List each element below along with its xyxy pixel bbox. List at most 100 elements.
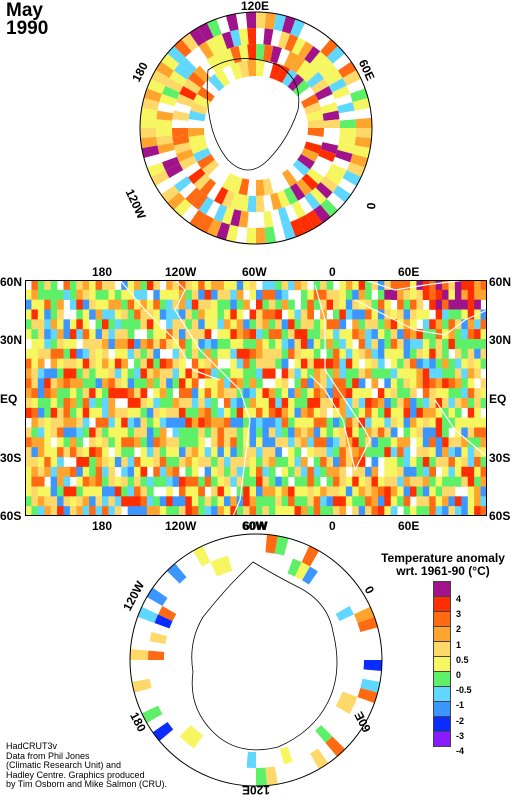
grid-cell bbox=[44, 319, 51, 330]
grid-cell bbox=[198, 447, 205, 458]
grid-cell bbox=[159, 476, 167, 487]
grid-cell bbox=[121, 476, 128, 487]
grid-cell bbox=[185, 348, 193, 359]
grid-cell bbox=[50, 319, 58, 330]
polar-cell bbox=[349, 153, 369, 168]
grid-cell bbox=[191, 457, 199, 468]
grid-cell bbox=[365, 280, 372, 291]
grid-cell bbox=[454, 398, 462, 409]
grid-cell bbox=[249, 476, 257, 487]
credit-line-5: by Tim Osborn and Mike Salmon (CRU). bbox=[6, 779, 168, 790]
grid-cell bbox=[166, 447, 173, 458]
grid-cell bbox=[63, 476, 71, 487]
polar-cell bbox=[298, 214, 314, 234]
grid-cell bbox=[300, 299, 308, 310]
grid-cell bbox=[371, 427, 379, 438]
grid-cell bbox=[397, 309, 404, 320]
polar-cell bbox=[130, 649, 149, 660]
polar-cell bbox=[179, 86, 198, 101]
grid-cell bbox=[153, 506, 161, 516]
grid-cell bbox=[307, 388, 315, 399]
grid-cell bbox=[121, 329, 128, 340]
grid-cell bbox=[377, 329, 385, 340]
grid-cell bbox=[403, 457, 411, 468]
grid-cell bbox=[262, 457, 270, 468]
polar-cell bbox=[264, 226, 277, 244]
grid-cell bbox=[384, 348, 392, 359]
grid-cell bbox=[358, 476, 366, 487]
grid-cell bbox=[69, 299, 77, 310]
south-polar-map bbox=[129, 533, 383, 787]
grid-cell bbox=[307, 506, 315, 516]
grid-cell bbox=[89, 289, 96, 300]
south-label-120e: 120E bbox=[242, 783, 271, 797]
grid-cell bbox=[474, 447, 481, 458]
grid-cell bbox=[31, 496, 39, 507]
grid-cell bbox=[384, 378, 392, 389]
world-bottom-lon-60w: 60W bbox=[242, 519, 267, 533]
grid-cell bbox=[102, 398, 109, 409]
grid-cell bbox=[134, 476, 141, 487]
grid-cell bbox=[223, 486, 231, 497]
grid-cell bbox=[339, 457, 347, 468]
world-left-lat-30s: 30S bbox=[0, 451, 22, 465]
grid-cell bbox=[262, 476, 270, 487]
grid-cell bbox=[114, 329, 122, 340]
grid-cell bbox=[57, 496, 64, 507]
grid-cell bbox=[146, 476, 154, 487]
grid-cell bbox=[243, 378, 250, 389]
grid-cell bbox=[198, 319, 205, 330]
grid-cell bbox=[236, 368, 244, 379]
grid-cell bbox=[89, 457, 96, 468]
grid-cell bbox=[134, 407, 141, 418]
grid-cell bbox=[275, 496, 282, 507]
grid-cell bbox=[95, 289, 103, 300]
grid-cell bbox=[461, 319, 469, 330]
grid-cell bbox=[480, 378, 487, 389]
grid-cell bbox=[44, 437, 51, 448]
grid-cell bbox=[390, 319, 398, 330]
grid-cell bbox=[44, 309, 51, 320]
grid-cell bbox=[307, 437, 315, 448]
grid-cell bbox=[37, 407, 45, 418]
world-top-lon-0: 0 bbox=[329, 265, 336, 279]
grid-cell bbox=[89, 339, 96, 350]
grid-cell bbox=[159, 368, 167, 379]
polar-cell bbox=[354, 136, 372, 149]
polar-cell bbox=[154, 614, 173, 629]
grid-cell bbox=[179, 486, 186, 497]
grid-cell bbox=[467, 368, 475, 379]
grid-cell bbox=[333, 358, 340, 369]
grid-cell bbox=[230, 329, 238, 340]
north-polar-frame bbox=[139, 11, 373, 245]
polar-cell bbox=[150, 170, 170, 186]
grid-cell bbox=[82, 329, 90, 340]
grid-cell bbox=[25, 329, 32, 340]
grid-cell bbox=[50, 388, 58, 399]
grid-cell bbox=[262, 496, 270, 507]
grid-cell bbox=[166, 457, 173, 468]
grid-cell bbox=[442, 280, 449, 291]
grid-cell bbox=[108, 339, 116, 350]
grid-cell bbox=[102, 280, 109, 291]
grid-cell bbox=[198, 506, 205, 516]
polar-cell bbox=[141, 145, 160, 159]
polar-cell bbox=[310, 748, 329, 770]
grid-cell bbox=[268, 457, 276, 468]
polar-cell bbox=[328, 78, 347, 93]
grid-cell bbox=[44, 388, 51, 399]
grid-cell bbox=[236, 299, 244, 310]
grid-cell bbox=[384, 309, 392, 320]
grid-cell bbox=[249, 398, 257, 409]
grid-cell bbox=[57, 447, 64, 458]
grid-cell bbox=[403, 398, 411, 409]
grid-cell bbox=[31, 299, 39, 310]
grid-cell bbox=[384, 407, 392, 418]
grid-cell bbox=[371, 496, 379, 507]
polar-cell bbox=[302, 566, 318, 585]
grid-cell bbox=[114, 457, 122, 468]
grid-cell bbox=[159, 378, 167, 389]
polar-cell bbox=[264, 12, 277, 30]
grid-cell bbox=[230, 368, 238, 379]
grid-cell bbox=[31, 407, 39, 418]
